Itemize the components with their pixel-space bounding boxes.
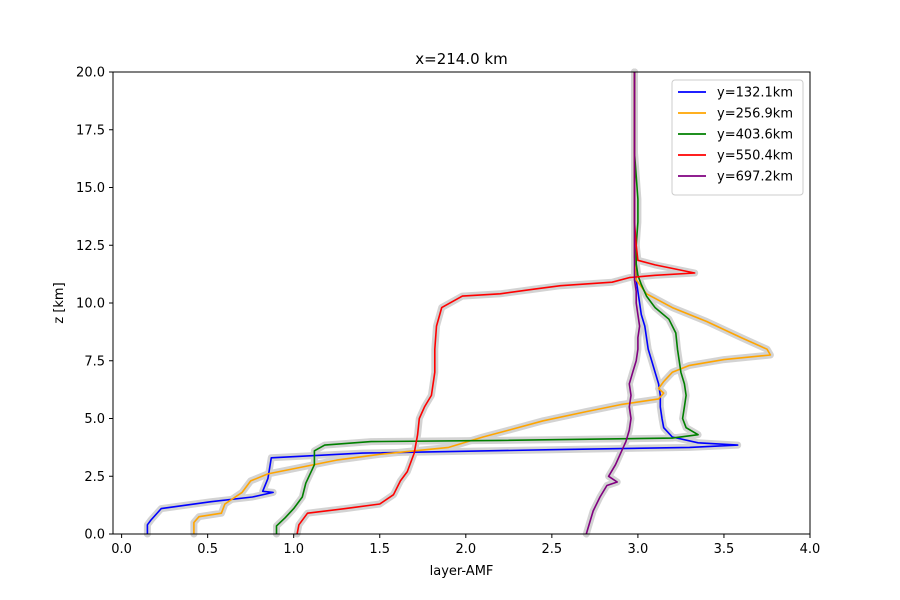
x-tick-label: 2.0 (455, 542, 476, 557)
legend-label: y=697.2km (717, 170, 793, 185)
series-line-5 (585, 72, 641, 535)
chart-title: x=214.0 km (415, 50, 507, 68)
legend-label: y=256.9km (717, 107, 793, 122)
series-line-4 (296, 72, 696, 535)
x-tick-label: 3.0 (628, 542, 649, 557)
legend-label: y=132.1km (717, 86, 793, 101)
y-tick-label: 10.0 (76, 297, 105, 312)
x-tick-label: 3.5 (714, 542, 735, 557)
series-lines (146, 72, 772, 535)
legend-label: y=550.4km (717, 149, 793, 164)
y-tick-label: 15.0 (76, 181, 105, 196)
y-tick-label: 5.0 (84, 412, 105, 427)
x-axis-label: layer-AMF (430, 564, 494, 579)
x-tick-label: 1.5 (369, 542, 390, 557)
x-axis-ticks: 0.0 0.5 1.0 1.5 2.0 2.5 3.0 3.5 4.0 (111, 534, 820, 557)
legend: y=132.1km y=256.9km y=403.6km y=550.4km y=69… (671, 79, 804, 196)
x-tick-label: 0.0 (111, 542, 132, 557)
legend-label: y=403.6km (717, 128, 793, 143)
legend-box (671, 79, 804, 196)
y-tick-label: 7.5 (84, 354, 105, 369)
y-tick-label: 2.5 (84, 470, 105, 485)
x-tick-label: 1.0 (283, 542, 304, 557)
y-tick-label: 20.0 (76, 66, 105, 81)
y-tick-label: 17.5 (76, 123, 105, 138)
y-axis-label: z [km] (52, 282, 67, 323)
y-axis-ticks: 0.0 2.5 5.0 7.5 10.0 12.5 15.0 17.5 20.0 (76, 66, 113, 543)
y-tick-label: 0.0 (84, 528, 105, 543)
x-tick-label: 2.5 (542, 542, 563, 557)
series-line-3 (275, 72, 699, 534)
y-tick-label: 12.5 (76, 239, 105, 254)
x-tick-label: 0.5 (197, 542, 218, 557)
x-tick-label: 4.0 (800, 542, 821, 557)
